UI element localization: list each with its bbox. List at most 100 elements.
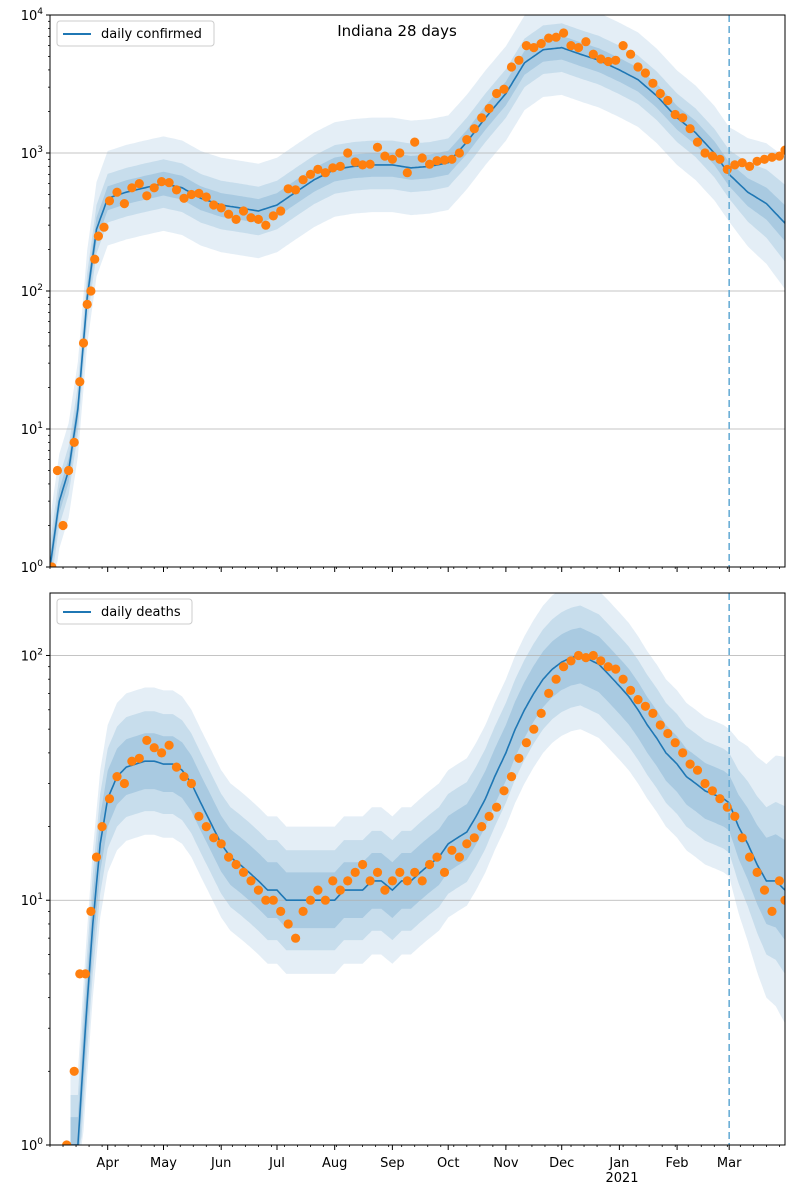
data-point [767,152,777,162]
data-point [50,562,57,567]
data-point [246,876,256,886]
data-point [104,794,115,804]
data-point [626,685,636,696]
data-point [78,338,89,348]
data-point [291,933,301,943]
data-point [171,185,182,195]
data-point [410,867,420,878]
data-point [529,43,539,53]
data-point [372,867,383,878]
data-point [559,662,569,672]
data-point [305,895,316,905]
data-point [93,231,103,241]
data-point [603,56,613,67]
data-point [142,735,152,746]
data-point [685,759,695,769]
data-point [707,786,718,796]
data-point [209,200,219,210]
data-point [157,177,167,187]
x-tick-label: Apr [96,1156,119,1171]
data-point [588,650,598,661]
deaths-series [62,650,785,1145]
data-point [692,765,703,775]
data-point [298,906,308,917]
data-point [752,156,762,166]
data-point [447,154,457,164]
data-point [201,822,211,832]
data-point [328,163,338,173]
x-tick-label: Jul [268,1156,285,1171]
x-year-label: 2021 [605,1171,638,1186]
data-point [439,867,450,878]
data-point [231,859,241,870]
data-point [581,37,591,47]
data-point [395,148,405,158]
x-tick-label: Sep [380,1156,405,1171]
data-point [477,822,487,832]
data-point [253,885,263,895]
data-point [142,191,152,201]
data-point [224,209,234,219]
data-point [80,969,90,979]
data-point [737,158,747,168]
data-point [112,187,122,197]
data-point [365,876,375,886]
data-point [387,154,397,164]
data-point [514,55,524,65]
x-tick-label: Jan [608,1156,629,1171]
data-point [164,740,174,750]
data-point [648,708,658,719]
data-point [343,876,353,886]
x-tick-label: May [150,1156,177,1171]
data-point [780,895,785,905]
data-point [298,175,308,185]
data-point [648,78,658,88]
data-point [372,142,383,152]
data-point [573,43,584,53]
data-point [469,833,479,843]
data-point [780,145,785,155]
data-point [633,62,643,72]
data-point [216,839,226,849]
confirmed-gridlines [50,152,785,430]
data-point [268,211,278,221]
uncertainty-band [70,627,785,1145]
data-point [328,876,338,886]
uncertainty-band [50,15,785,567]
data-point [626,49,636,59]
data-point [663,728,673,739]
data-point [358,859,368,870]
x-tick-label: Aug [322,1156,347,1171]
data-point [678,113,688,123]
data-point [216,203,226,213]
data-point [685,124,695,134]
y-tick-label: 101 [21,892,43,909]
data-point [99,222,109,232]
data-point [692,137,703,147]
data-point [469,124,479,134]
x-tick-label: Jun [210,1156,231,1171]
y-tick-label: 102 [21,283,43,300]
data-point [640,701,651,711]
y-tick-label: 100 [21,1137,44,1154]
data-point [566,656,576,666]
data-point [343,148,353,158]
data-point [283,919,293,929]
data-point [678,748,688,758]
data-point [484,103,494,114]
data-point [581,653,591,663]
data-point [179,193,189,203]
data-point [596,54,606,64]
x-tick-label: Mar [717,1156,742,1171]
data-point [506,62,517,72]
data-point [484,811,494,822]
data-point [432,156,442,166]
confirmed-uncertainty-bands [50,15,785,567]
data-point [603,662,613,672]
data-point [454,852,464,862]
data-point [670,738,680,748]
data-point [536,708,546,719]
data-point [283,184,293,194]
chart-title: Indiana 28 days [337,22,457,40]
